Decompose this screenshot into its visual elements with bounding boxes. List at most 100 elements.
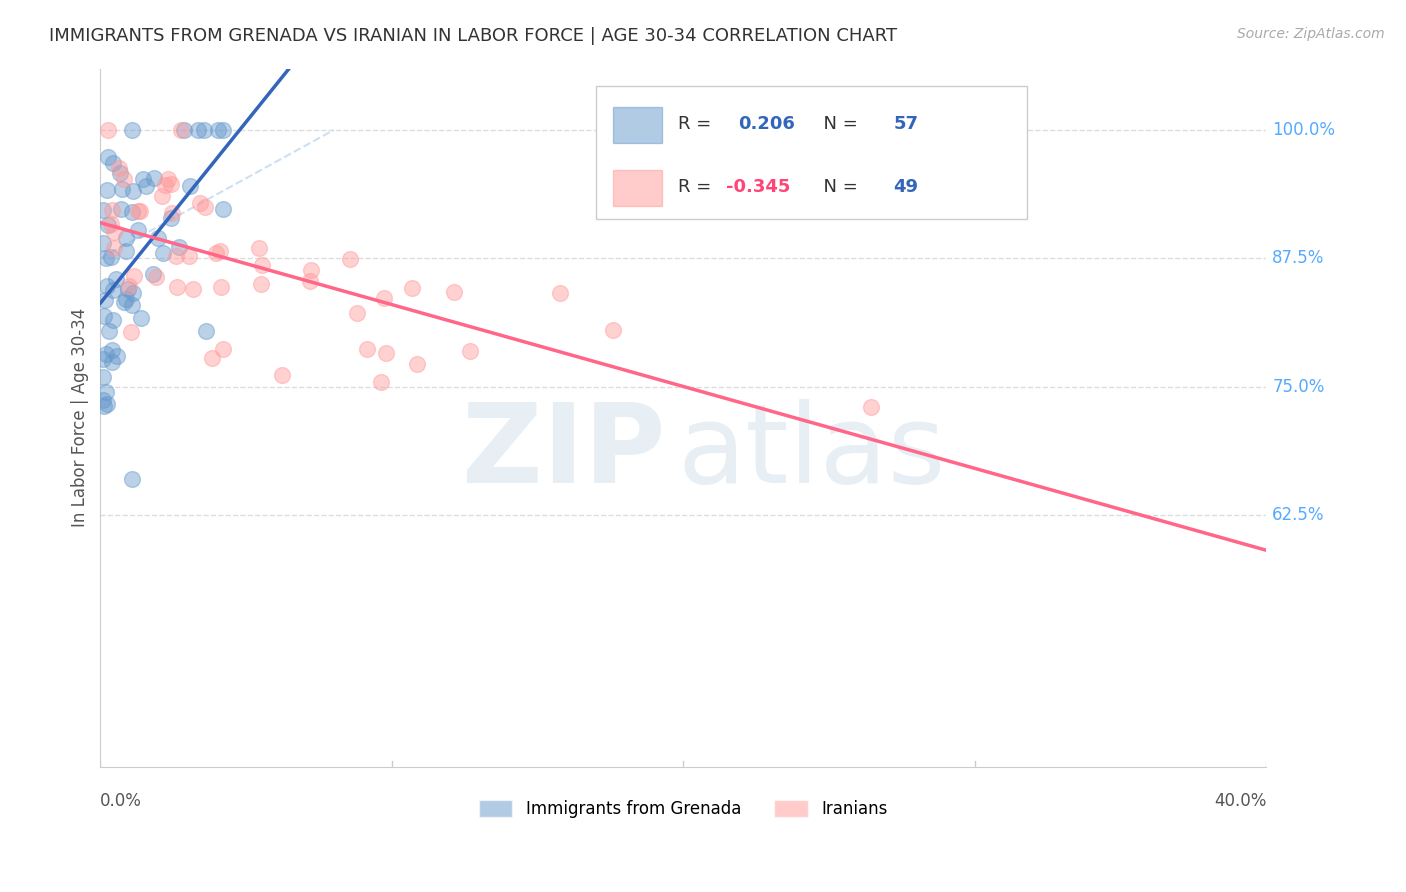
Point xyxy=(115,244,138,258)
Point xyxy=(143,170,166,185)
Point xyxy=(247,241,270,255)
Point xyxy=(187,123,209,137)
Point xyxy=(127,204,149,219)
Point xyxy=(211,202,233,216)
Point xyxy=(346,306,368,320)
Point xyxy=(96,278,118,293)
Point xyxy=(270,368,292,382)
Point xyxy=(212,342,235,356)
Point xyxy=(91,203,114,218)
Point xyxy=(96,218,118,232)
Text: IMMIGRANTS FROM GRENADA VS IRANIAN IN LABOR FORCE | AGE 30-34 CORRELATION CHART: IMMIGRANTS FROM GRENADA VS IRANIAN IN LA… xyxy=(49,27,897,45)
Point xyxy=(96,183,118,197)
Text: Source: ZipAtlas.com: Source: ZipAtlas.com xyxy=(1237,27,1385,41)
Point xyxy=(141,268,163,282)
Text: -0.345: -0.345 xyxy=(727,178,790,196)
Point xyxy=(94,251,117,265)
Point xyxy=(101,354,124,368)
Point xyxy=(91,369,114,384)
FancyBboxPatch shape xyxy=(596,86,1028,219)
Point xyxy=(112,294,135,309)
Point xyxy=(117,282,139,296)
Point xyxy=(93,309,115,323)
Point xyxy=(122,184,145,198)
Point xyxy=(135,178,157,193)
Point xyxy=(129,311,152,326)
Point xyxy=(121,471,143,485)
Point xyxy=(105,349,128,363)
Point xyxy=(173,123,195,137)
Point xyxy=(194,200,217,214)
Point xyxy=(97,150,120,164)
Point xyxy=(91,352,114,367)
Text: 57: 57 xyxy=(893,115,918,134)
Point xyxy=(112,172,135,186)
Point xyxy=(373,291,395,305)
Text: R =: R = xyxy=(678,178,717,196)
FancyBboxPatch shape xyxy=(613,169,662,206)
Point xyxy=(101,312,124,326)
Point xyxy=(108,161,131,175)
Point xyxy=(250,277,273,291)
Point xyxy=(105,272,128,286)
Point xyxy=(401,281,423,295)
Point xyxy=(339,252,361,266)
Point xyxy=(859,401,882,415)
Point xyxy=(443,285,465,299)
Point xyxy=(96,397,118,411)
Point xyxy=(120,325,142,339)
Point xyxy=(100,250,122,264)
Point xyxy=(96,346,118,360)
Point xyxy=(194,325,217,339)
Text: 100.0%: 100.0% xyxy=(1272,121,1336,139)
Point xyxy=(93,399,115,413)
Text: 0.206: 0.206 xyxy=(738,115,794,134)
Point xyxy=(356,342,378,356)
Point xyxy=(370,375,392,389)
Y-axis label: In Labor Force | Age 30-34: In Labor Force | Age 30-34 xyxy=(72,308,89,527)
Point xyxy=(128,204,150,219)
Text: ZIP: ZIP xyxy=(463,399,666,506)
Point xyxy=(110,202,132,216)
Point xyxy=(117,279,139,293)
Legend: Immigrants from Grenada, Iranians: Immigrants from Grenada, Iranians xyxy=(472,793,894,824)
Point xyxy=(170,123,193,137)
Point xyxy=(121,205,143,219)
Point xyxy=(121,297,143,311)
Point xyxy=(101,284,124,298)
Point xyxy=(156,172,179,186)
Point xyxy=(181,282,204,296)
Point xyxy=(122,285,145,300)
Text: N =: N = xyxy=(811,178,863,196)
Point xyxy=(179,249,201,263)
Point xyxy=(103,226,125,240)
Point xyxy=(155,178,177,193)
Point xyxy=(114,231,136,245)
Point xyxy=(91,393,114,408)
Point xyxy=(100,217,122,231)
Text: N =: N = xyxy=(811,115,863,134)
Point xyxy=(152,245,174,260)
Point xyxy=(250,258,273,272)
Point xyxy=(103,156,125,170)
Point xyxy=(97,324,120,338)
Text: atlas: atlas xyxy=(678,399,946,506)
Point xyxy=(458,344,481,359)
Point xyxy=(548,286,571,301)
Point xyxy=(299,262,322,277)
Point xyxy=(160,206,183,220)
Point xyxy=(165,249,187,263)
Point xyxy=(602,322,624,336)
Point xyxy=(150,188,173,202)
Point xyxy=(207,123,229,137)
Point xyxy=(146,231,169,245)
Point xyxy=(208,244,231,258)
Point xyxy=(111,182,134,196)
Point xyxy=(204,246,226,260)
Point xyxy=(375,345,398,359)
Text: 62.5%: 62.5% xyxy=(1272,506,1324,524)
Point xyxy=(188,195,211,210)
Point xyxy=(108,166,131,180)
Point xyxy=(103,241,125,255)
Point xyxy=(212,123,235,137)
